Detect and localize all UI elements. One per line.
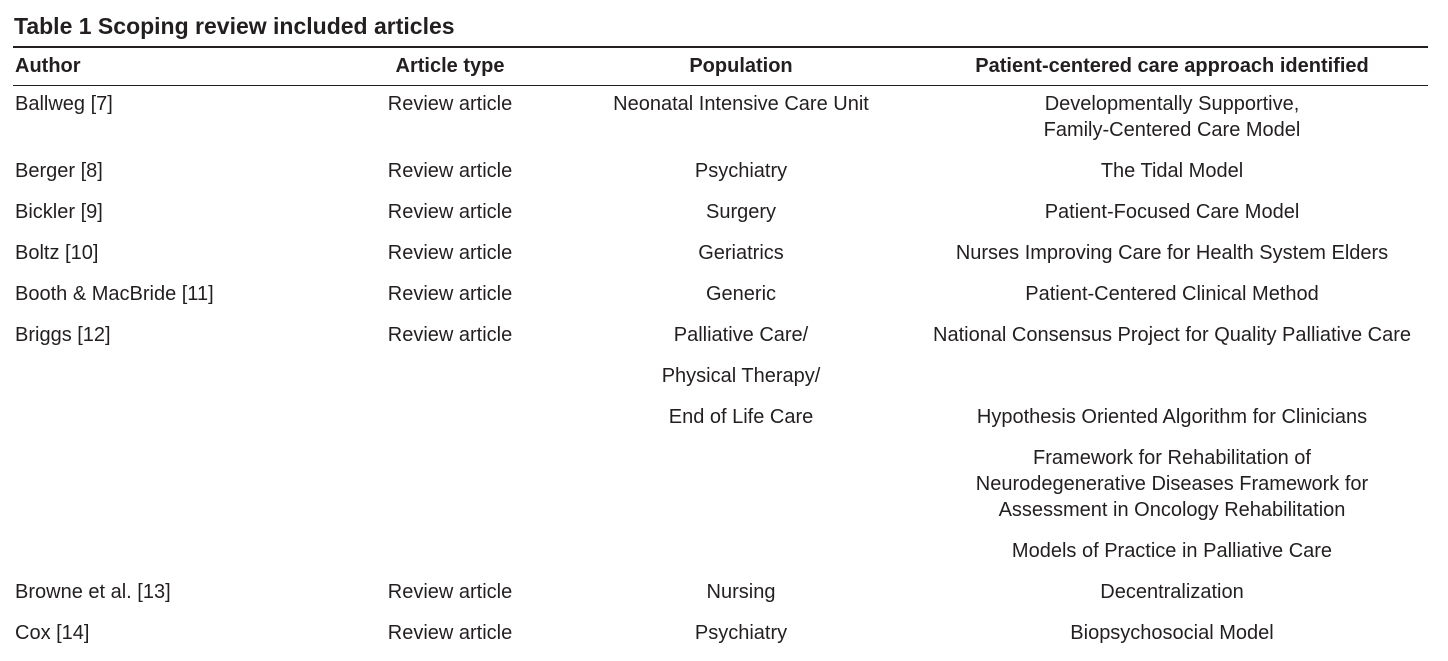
- cell-approach: Patient-Centered Clinical Method: [1025, 283, 1319, 305]
- cell-population: Psychiatry: [694, 622, 788, 644]
- cell-population: Geriatrics: [698, 242, 784, 264]
- cell-author: Berger [8]: [15, 160, 103, 182]
- cell-article-type: Review article: [387, 93, 513, 115]
- table-row: Briggs [12] Review article Palliative Care…: [0, 317, 1448, 358]
- table-row: Framework for Rehabilitation of Neurodeg…: [0, 440, 1448, 533]
- cell-author: Bickler [9]: [15, 201, 103, 223]
- cell-approach: Nurses Improving Care for Health System …: [955, 242, 1389, 264]
- cell-approach: Biopsychosocial Model: [1070, 622, 1274, 644]
- cell-author: Ballweg [7]: [15, 93, 113, 115]
- table-row: Boltz [10] Review article Geriatrics Nurses…: [0, 235, 1448, 276]
- header-article-type: Article type: [395, 55, 505, 77]
- header-population: Population: [689, 55, 793, 77]
- cell-author: Boltz [10]: [15, 242, 99, 264]
- table-title: Table 1 Scoping review included articles: [14, 13, 455, 39]
- cell-population: Palliative Care/: [673, 324, 809, 346]
- cell-population: Psychiatry: [694, 160, 788, 182]
- table-row: Bickler [9] Review article Surgery Patient-…: [0, 194, 1448, 235]
- cell-approach: Hypothesis Oriented Algorithm for Clinic…: [976, 406, 1368, 428]
- cell-article-type: Review article: [387, 581, 513, 603]
- header-author: Author: [15, 55, 81, 77]
- cell-author: Briggs [12]: [15, 324, 111, 346]
- table-row: Physical Therapy/: [0, 358, 1448, 399]
- cell-population: Nursing: [706, 581, 776, 603]
- table-row: Browne et al. [13] Review article Nursing D…: [0, 574, 1448, 615]
- cell-author: Cox [14]: [15, 622, 90, 644]
- cell-population: Physical Therapy/: [661, 365, 821, 387]
- header-rule: [13, 85, 1428, 86]
- table-row: End of Life Care Hypothesis Oriented Algo…: [0, 399, 1448, 440]
- cell-article-type: Review article: [387, 160, 513, 182]
- table-row: Cox [14] Review article Psychiatry Biopsych…: [0, 615, 1448, 656]
- top-rule: [13, 46, 1428, 48]
- header-approach: Patient-centered care approach identifie…: [975, 55, 1369, 77]
- table-row: Models of Practice in Palliative Care: [0, 533, 1448, 574]
- cell-article-type: Review article: [387, 242, 513, 264]
- cell-author: Browne et al. [13]: [15, 581, 171, 603]
- table-row: Booth & MacBride [11] Review article Gener…: [0, 276, 1448, 317]
- cell-population: Surgery: [705, 201, 777, 223]
- cell-author: Booth & MacBride [11]: [15, 283, 214, 305]
- table-body: Ballweg [7] Review article Neonatal Intens…: [0, 86, 1448, 656]
- cell-approach: Decentralization: [1100, 581, 1244, 603]
- cell-approach: National Consensus Project for Quality P…: [933, 324, 1411, 346]
- cell-population: Neonatal Intensive Care Unit: [613, 93, 869, 115]
- cell-approach: Models of Practice in Palliative Care: [1011, 540, 1333, 562]
- cell-population: Generic: [705, 283, 777, 305]
- cell-approach: Developmentally Supportive, Family-Cente…: [1043, 93, 1301, 141]
- table-row: Ballweg [7] Review article Neonatal Intens…: [0, 86, 1448, 153]
- cell-article-type: Review article: [387, 324, 513, 346]
- cell-article-type: Review article: [387, 622, 513, 644]
- cell-approach: Framework for Rehabilitation of Neurodeg…: [975, 447, 1369, 521]
- table-row: Berger [8] Review article Psychiatry The Ti…: [0, 153, 1448, 194]
- cell-approach: Patient-Focused Care Model: [1044, 201, 1300, 223]
- cell-article-type: Review article: [387, 283, 513, 305]
- cell-article-type: Review article: [387, 201, 513, 223]
- cell-population: End of Life Care: [668, 406, 814, 428]
- cell-approach: The Tidal Model: [1100, 160, 1244, 182]
